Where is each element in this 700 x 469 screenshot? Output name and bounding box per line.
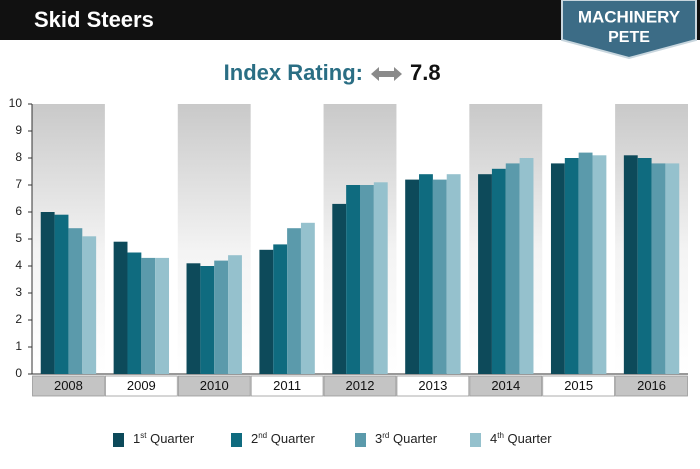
- y-tick-label: 8: [15, 150, 22, 164]
- bar: [360, 185, 374, 374]
- category-box: [104, 375, 178, 397]
- y-tick-label: 5: [15, 231, 22, 245]
- category-box: [177, 375, 251, 397]
- category-box: [396, 375, 470, 397]
- bar: [40, 212, 55, 374]
- logo-text: PETE: [608, 29, 650, 46]
- bar: [637, 158, 652, 374]
- bar: [155, 257, 170, 374]
- legend-label: 1st Quarter: [133, 431, 195, 446]
- bar: [68, 228, 83, 374]
- bar: [623, 155, 638, 374]
- x-tick-label: 2011: [273, 378, 301, 393]
- category-box: [542, 375, 616, 397]
- bar: [273, 244, 288, 374]
- bar: [228, 255, 242, 374]
- category-box: [615, 375, 688, 397]
- x-tick-label: 2016: [637, 378, 666, 393]
- y-tick-label: 4: [15, 258, 22, 272]
- bar: [259, 249, 274, 374]
- x-tick-label: 2014: [491, 378, 520, 393]
- index-value: 7.8: [410, 60, 441, 85]
- y-tick-label: 3: [15, 285, 22, 299]
- bar: [665, 163, 680, 374]
- y-tick-label: 0: [15, 366, 22, 380]
- logo: MACHINERY PETE: [561, 0, 697, 60]
- x-tick-label: 2009: [127, 378, 156, 393]
- legend-label: 2nd Quarter: [251, 431, 315, 446]
- plot-area: 2008 2009 2010 2011 2012 2013 2014 2015 2016 0 1 2 3…: [9, 96, 688, 447]
- y-tick-label: 1: [15, 339, 22, 353]
- bar: [287, 228, 301, 374]
- bar: [346, 185, 360, 374]
- y-tick-label: 2: [15, 312, 22, 326]
- bar: [519, 158, 534, 374]
- x-tick-label: 2008: [54, 378, 83, 393]
- x-tick-label: 2015: [564, 378, 593, 393]
- bar: [550, 163, 565, 374]
- category-box: [469, 375, 543, 397]
- bar: [446, 174, 461, 374]
- subtitle: Index Rating:: [224, 60, 363, 85]
- bar: [113, 241, 128, 374]
- bar: [564, 158, 579, 374]
- bar: [491, 168, 506, 374]
- y-tick-label: 6: [15, 204, 22, 218]
- bar: [127, 252, 142, 374]
- bar: [373, 182, 388, 374]
- y-tick-label: 7: [15, 177, 22, 191]
- bar: [82, 236, 97, 374]
- bar: [578, 152, 593, 374]
- bar: [141, 257, 156, 374]
- legend-label: 4th Quarter: [490, 431, 552, 446]
- y-tick-label: 9: [15, 123, 22, 137]
- category-box: [323, 375, 397, 397]
- x-tick-label: 2013: [418, 378, 447, 393]
- bar: [432, 179, 447, 374]
- bar: [200, 266, 215, 374]
- logo-text: MACHINERY: [578, 7, 681, 26]
- bar: [186, 263, 201, 374]
- bar: [505, 163, 520, 374]
- x-tick-label: 2012: [346, 378, 375, 393]
- category-box: [32, 375, 105, 397]
- x-tick-label: 2010: [200, 378, 229, 393]
- legend-label: 3rd Quarter: [375, 431, 438, 446]
- bar: [214, 260, 229, 374]
- bar: [54, 214, 69, 374]
- bar: [332, 203, 347, 374]
- legend-swatch: [355, 433, 366, 447]
- bar: [405, 179, 420, 374]
- bar: [419, 174, 433, 374]
- bar: [651, 163, 666, 374]
- flat-arrow-icon: [371, 67, 402, 81]
- bar: [478, 174, 492, 374]
- bar: [592, 155, 607, 374]
- y-tick-label: 10: [9, 96, 23, 110]
- chart-title: Skid Steers: [34, 7, 154, 32]
- legend-swatch: [470, 433, 481, 447]
- category-box: [250, 375, 324, 397]
- bar: [300, 222, 315, 374]
- legend-swatch: [231, 433, 242, 447]
- legend-swatch: [113, 433, 124, 447]
